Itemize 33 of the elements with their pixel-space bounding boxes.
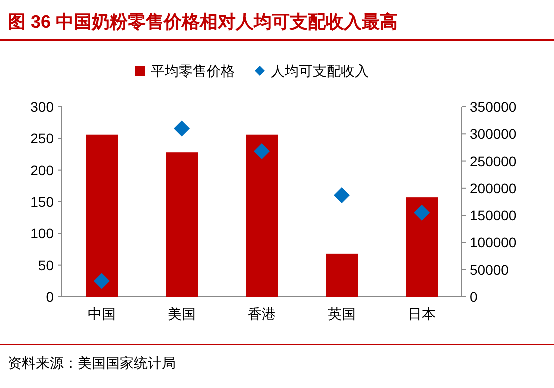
point — [94, 273, 110, 290]
point — [414, 204, 430, 221]
bar — [86, 134, 118, 297]
bar — [326, 254, 358, 297]
y2-tick-label: 0 — [470, 289, 478, 305]
x-tick-label: 英国 — [328, 306, 356, 322]
y-tick-label: 250 — [30, 130, 54, 147]
y2-tick-label: 100000 — [470, 234, 517, 251]
y-tick-label: 300 — [30, 99, 54, 115]
bar — [166, 152, 198, 297]
text: 资料来源：美国国家统计局 — [8, 355, 176, 371]
point — [334, 187, 350, 204]
legend-label: 平均零售价格 — [151, 63, 235, 79]
x-tick-label: 美国 — [168, 306, 196, 322]
y2-tick-label: 350000 — [470, 99, 517, 115]
point — [254, 144, 270, 160]
point — [174, 120, 190, 137]
bar — [246, 134, 278, 297]
y2-tick-label: 200000 — [470, 180, 517, 196]
x-tick-label: 日本 — [408, 306, 436, 322]
y2-tick-label: 300000 — [470, 126, 517, 142]
bar — [406, 198, 438, 297]
chart-title: 图 36 中国奶粉零售价格相对人均可支配收入最高 — [8, 12, 398, 32]
y-tick-label: 150 — [30, 194, 54, 210]
y2-tick-label: 150000 — [470, 208, 517, 224]
x-tick-label: 中国 — [88, 306, 116, 322]
y-tick-label: 50 — [38, 257, 54, 274]
y2-tick-label: 250000 — [470, 153, 517, 170]
x-tick-label: 香港 — [248, 306, 276, 322]
y-tick-label: 100 — [30, 226, 54, 242]
y-tick-label: 200 — [30, 162, 54, 178]
y2-tick-label: 50000 — [470, 262, 510, 278]
y-tick-label: 0 — [46, 289, 54, 305]
